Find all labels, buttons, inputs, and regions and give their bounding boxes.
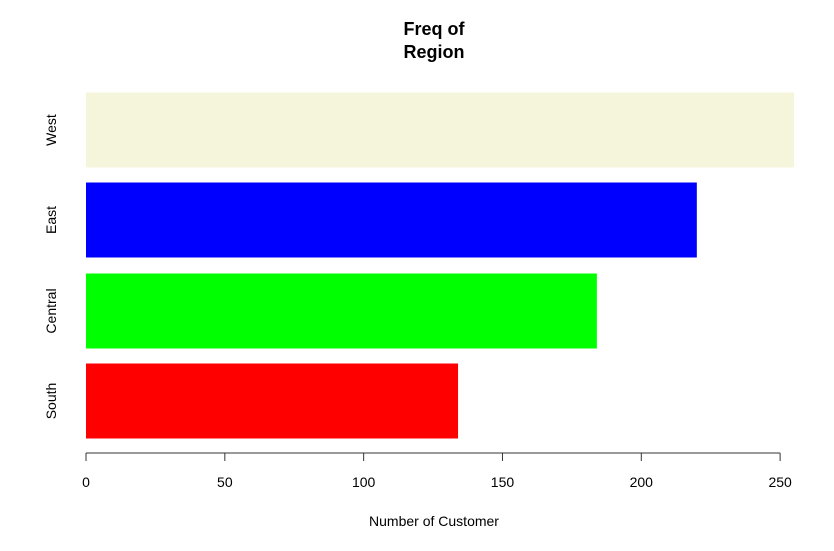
x-tick-label: 50 [217,474,233,490]
chart-title-line-2: Region [404,42,465,62]
x-axis-label: Number of Customer [369,513,499,529]
bars-group [86,92,794,439]
bar-central [86,273,597,349]
x-tick-label: 200 [630,474,654,490]
x-tick-label: 100 [352,474,376,490]
x-tick-label: 150 [491,474,515,490]
category-labels-group: South Central East West [43,114,59,419]
category-label-central: Central [43,288,59,333]
x-tick-label: 250 [768,474,792,490]
category-label-west: West [43,114,59,146]
bar-south [86,363,459,439]
category-label-east: East [43,206,59,234]
chart-title-line-1: Freq of [404,19,466,39]
x-tick-label: 0 [82,474,90,490]
category-label-south: South [43,383,59,420]
x-axis: 0 50 100 150 200 250 [82,452,792,490]
bar-west [86,92,794,168]
bar-east [86,182,697,258]
